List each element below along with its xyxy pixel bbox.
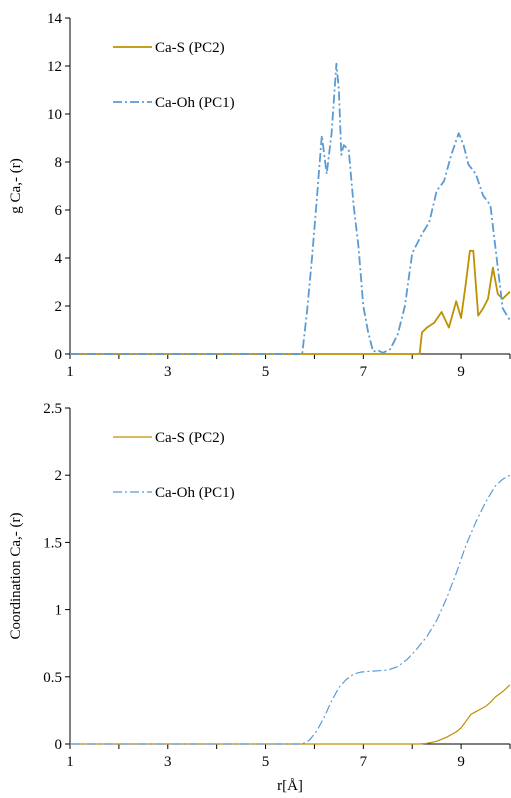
y-tick-label: 0.5: [43, 670, 62, 686]
series-line-1: [70, 249, 511, 355]
series-line-1: [70, 684, 511, 745]
legend-label-2: Ca-Oh (PC1): [155, 95, 235, 111]
legend-label-2: Ca-Oh (PC1): [155, 485, 235, 501]
y-axis-label: g Ca,- (r): [8, 158, 24, 213]
series-line-2: [70, 474, 511, 745]
x-axis-label: r[Å]: [277, 778, 303, 794]
x-tick-label: 1: [66, 364, 74, 380]
chart-panel-2: 0 0.5 1 1.5 2 2.5 1 3 5 7 9 Coordination Ca,- (r) r[…: [8, 401, 511, 794]
y-tick-label: 4: [55, 251, 63, 267]
y-tick-label: 12: [47, 59, 62, 75]
y-tick-label: 0: [55, 737, 63, 753]
x-tick-label: 5: [262, 754, 270, 770]
y-tick-label: 10: [47, 107, 62, 123]
chart-panel-1: 0 2 4 6 8 10 12 14 1 3 5 7 9 g Ca,- (r) Ca-S (PC2) Ca-O…: [8, 11, 511, 380]
y-tick-label: 2: [55, 468, 63, 484]
x-tick-label: 5: [262, 364, 270, 380]
x-tick-label: 9: [457, 364, 465, 380]
x-tick-label: 7: [360, 754, 368, 770]
x-tick-label: 9: [457, 754, 465, 770]
y-tick-label: 0: [55, 347, 63, 363]
y-axis-label: Coordination Ca,- (r): [8, 512, 24, 639]
y-tick-label: 1.5: [43, 535, 62, 551]
series-line-2: [70, 62, 511, 355]
x-tick-label: 1: [66, 754, 74, 770]
x-tick-label: 7: [360, 364, 368, 380]
y-tick-label: 2.5: [43, 401, 62, 417]
x-tick-label: 3: [164, 754, 172, 770]
y-tick-label: 14: [47, 11, 63, 27]
x-tick-label: 3: [164, 364, 172, 380]
y-tick-label: 8: [55, 155, 63, 171]
y-tick-label: 2: [55, 299, 63, 315]
legend-label-1: Ca-S (PC2): [155, 40, 225, 56]
legend-label-1: Ca-S (PC2): [155, 430, 225, 446]
y-tick-label: 1: [55, 603, 63, 619]
y-tick-label: 6: [55, 203, 63, 219]
